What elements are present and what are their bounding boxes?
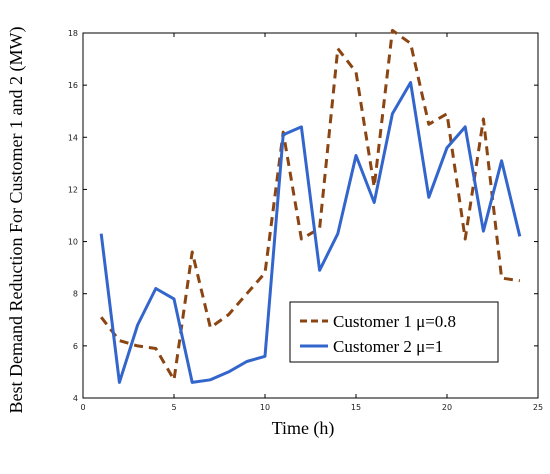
series-1-point [264, 271, 267, 274]
series-1-point [391, 29, 394, 32]
y-tick-label: 10 [68, 238, 78, 247]
series-2-point [282, 133, 285, 136]
series-1-point [118, 339, 121, 342]
series-2-point [191, 381, 194, 384]
series-1-point [300, 237, 303, 240]
x-tick-label: 0 [80, 403, 85, 412]
y-tick-label: 6 [73, 342, 78, 351]
y-tick-label: 8 [73, 290, 78, 299]
y-tick-label: 12 [68, 185, 78, 194]
series-2-point [500, 159, 503, 162]
y-axis-title: Best Demand Reduction For Customer 1 and… [6, 27, 27, 414]
series-2-point [136, 324, 139, 327]
x-axis-ticks: 0 5 10 15 20 25 [80, 33, 543, 412]
series-1-point [500, 277, 503, 280]
series-2-point [118, 381, 121, 384]
series-2-point [482, 230, 485, 233]
series-2-point [209, 378, 212, 381]
y-tick-label: 4 [73, 394, 78, 403]
series-1-point [427, 123, 430, 126]
series-1-point [245, 292, 248, 295]
x-tick-label: 15 [351, 403, 361, 412]
series-line-2 [99, 81, 522, 384]
series-1-point [100, 316, 103, 319]
series-1-point [209, 326, 212, 329]
series-1-point [173, 378, 176, 381]
series-2-point [464, 125, 467, 128]
series-2-point [100, 232, 103, 235]
y-tick-label: 18 [68, 29, 78, 38]
series-2-point [427, 196, 430, 199]
series-2-point [154, 287, 157, 290]
series-1-point [373, 185, 376, 188]
series-line-1 [100, 28, 521, 382]
x-axis-title: Time (h) [272, 418, 335, 439]
series-1-point [482, 118, 485, 121]
series-1-point [227, 313, 230, 316]
legend-box [289, 301, 499, 363]
series-1-point [154, 347, 157, 350]
legend-label-customer-2: Customer 2 μ=1 [333, 337, 443, 356]
series-1-point [409, 42, 412, 45]
series-2-point [336, 232, 339, 235]
series-2-point [318, 269, 321, 272]
x-tick-label: 20 [442, 403, 452, 412]
y-tick-label: 16 [68, 81, 78, 90]
series-2-point [173, 297, 176, 300]
series-2-point [391, 112, 394, 115]
series-2-point [355, 154, 358, 157]
x-tick-label: 5 [171, 403, 176, 412]
series-2-point [264, 355, 267, 358]
series-1-point [318, 227, 321, 230]
x-tick-label: 10 [260, 403, 270, 412]
series-1-point [136, 344, 139, 347]
x-tick-label: 25 [533, 403, 543, 412]
y-axis-ticks: 4 6 8 10 12 14 16 18 [68, 29, 538, 403]
series-1-point [464, 237, 467, 240]
series-2-point [373, 201, 376, 204]
series-1-point [336, 47, 339, 50]
series-layer [99, 28, 522, 384]
legend: Customer 1 μ=0.8 Customer 2 μ=1 [289, 301, 499, 363]
series-1-point [446, 112, 449, 115]
series-1-point [191, 251, 194, 254]
series-1-point [355, 71, 358, 74]
series-2-point [227, 370, 230, 373]
series-2-point [245, 360, 248, 363]
series-2-point [409, 81, 412, 84]
series-2-point [300, 125, 303, 128]
series-2-point [446, 146, 449, 149]
series-1-point [518, 279, 521, 282]
series-2-point [518, 235, 521, 238]
y-tick-label: 14 [68, 133, 78, 142]
legend-label-customer-1: Customer 1 μ=0.8 [333, 312, 456, 331]
